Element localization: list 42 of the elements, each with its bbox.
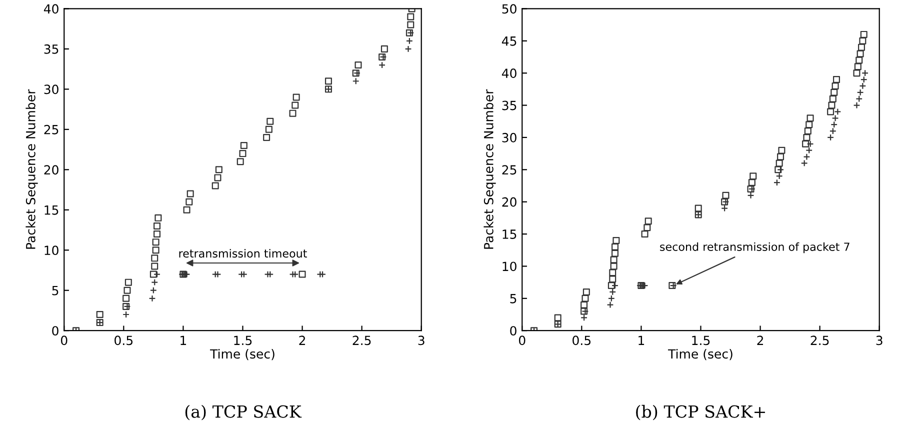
x-tick-label: 1: [180, 336, 186, 345]
y-tick-label: 10: [502, 262, 516, 272]
y-axis-title: Packet Sequence Number: [26, 89, 38, 249]
x-tick-label: 2: [299, 336, 306, 345]
y-tick-label: 5: [52, 286, 58, 296]
x-tick-label: 0: [60, 336, 68, 346]
y-tick-label: 10: [44, 246, 58, 256]
text: (b) TCP SACK+: [636, 404, 765, 420]
x-tick-label: 2.5: [810, 336, 829, 346]
x-tick-label: 1.5: [692, 336, 710, 346]
y-tick-label: 20: [502, 197, 516, 207]
y-tick-label: 40: [502, 68, 516, 78]
y-tick-label: 5: [510, 294, 516, 304]
y-tick-label: 35: [44, 44, 58, 54]
x-tick-label: 2.5: [352, 336, 371, 346]
y-tick-label: 0: [52, 326, 58, 336]
y-tick-label: 25: [502, 165, 516, 175]
y-tick-label: 0: [510, 326, 516, 336]
x-tick-label: 0.5: [114, 336, 133, 346]
y-tick-label: 40: [44, 4, 58, 14]
text: (a) TCP SACK: [185, 404, 302, 420]
x-tick-label: 1.5: [234, 336, 252, 346]
annotation: retransmission timeout: [179, 249, 307, 258]
annotation: second retransmission of packet 7: [660, 242, 850, 254]
y-tick-label: 45: [502, 36, 516, 46]
x-tick-label: 0.5: [572, 336, 591, 346]
y-axis-title: Packet Sequence Number: [484, 89, 496, 249]
x-axis-title: Time (sec): [668, 348, 732, 360]
x-tick-label: 3: [418, 336, 424, 346]
x-axis-title: Time (sec): [210, 348, 274, 360]
y-tick-label: 50: [502, 4, 516, 14]
y-tick-label: 25: [44, 124, 58, 134]
y-tick-label: 35: [502, 100, 516, 110]
y-tick-label: 15: [44, 206, 58, 215]
y-tick-label: 15: [502, 230, 516, 239]
x-tick-label: 3: [876, 336, 882, 346]
x-tick-label: 2: [757, 336, 764, 345]
x-tick-label: 0: [518, 336, 526, 346]
y-tick-label: 20: [44, 165, 58, 175]
y-tick-label: 30: [44, 84, 58, 94]
y-tick-label: 30: [502, 132, 516, 142]
x-tick-label: 1: [638, 336, 644, 345]
